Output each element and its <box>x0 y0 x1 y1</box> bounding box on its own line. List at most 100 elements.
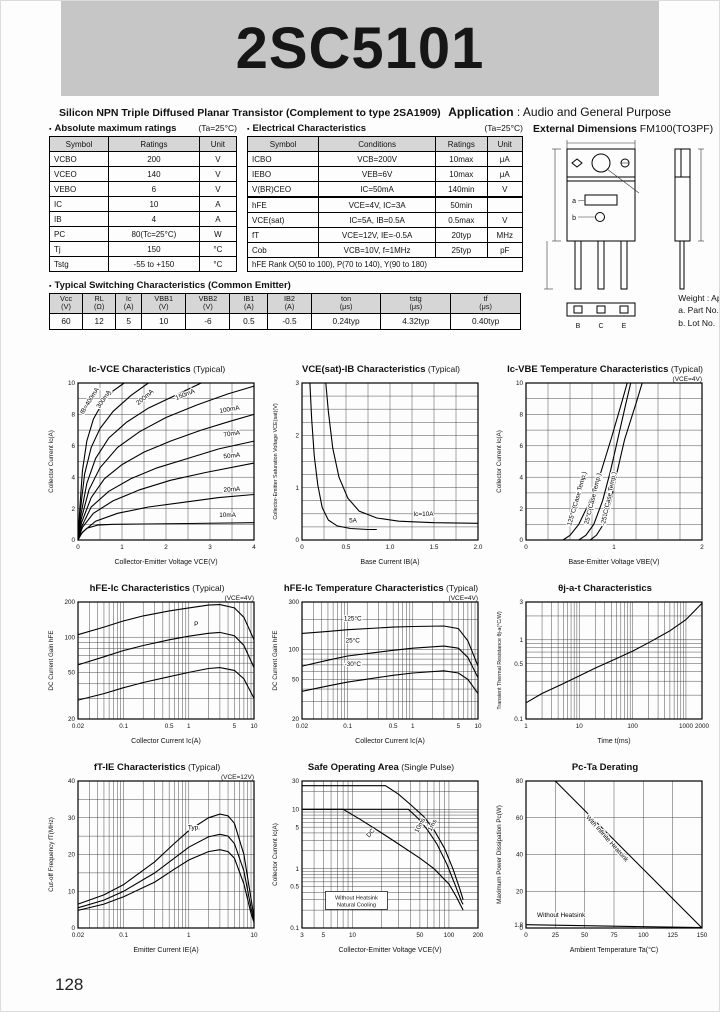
chart-hfe-ic: hFE-Ic Characteristics (Typical) 0.02 0.1… <box>45 578 269 749</box>
svg-text:10: 10 <box>349 932 357 939</box>
svg-text:2000: 2000 <box>695 723 710 730</box>
dimensions-package: FM100(TO3PF) <box>639 123 714 135</box>
table-cell: -0.5 <box>267 312 312 330</box>
svg-text:Ambient Temperature Ta(°C): Ambient Temperature Ta(°C) <box>570 946 659 954</box>
table-cell: PC <box>48 226 110 242</box>
svg-text:50: 50 <box>416 932 424 939</box>
svg-text:75: 75 <box>610 932 618 939</box>
svg-text:30: 30 <box>292 778 300 785</box>
chart-pc-ta: Pc-Ta Derating 0 25 50 75 100 125 150 0 1.8 20 40 6… <box>493 757 717 958</box>
electrical-title: Electrical Characteristics <box>252 123 367 134</box>
table-cell: Tj <box>48 241 110 257</box>
subtitle-row: Silicon NPN Triple Diffused Planar Trans… <box>59 105 671 119</box>
svg-text:2: 2 <box>519 506 523 513</box>
svg-text:0.1: 0.1 <box>290 925 299 932</box>
svg-text:Transient Thermal Resistance θ: Transient Thermal Resistance θj-a(°C/W) <box>497 611 503 710</box>
table-cell: 5 <box>115 312 143 330</box>
svg-text:Collector Current Ic(A): Collector Current Ic(A) <box>48 430 55 493</box>
svg-text:0.5: 0.5 <box>389 723 398 730</box>
label-a: a <box>572 198 576 205</box>
table-cell: Cob <box>246 242 320 258</box>
table-cell: -55 to +150 <box>108 256 200 272</box>
svg-text:25°C: 25°C <box>346 636 361 644</box>
svg-text:Natural Cooling: Natural Cooling <box>337 902 376 908</box>
svg-text:200: 200 <box>473 932 484 939</box>
svg-text:10: 10 <box>250 723 258 730</box>
table-cell: hFE <box>246 196 320 213</box>
page-number: 128 <box>55 975 84 994</box>
table-cell: 10max <box>435 151 488 167</box>
svg-text:10: 10 <box>474 723 482 730</box>
svg-text:With Infinite Heatsink: With Infinite Heatsink <box>584 814 630 864</box>
svg-text:2: 2 <box>700 544 704 551</box>
table-cell: 0.5 <box>229 312 269 330</box>
svg-text:5: 5 <box>233 723 237 730</box>
table-row: VEBO 6 V <box>48 181 238 197</box>
chart-soa: Safe Operating Area (Single Pulse) 3 5 10 5… <box>269 757 493 958</box>
svg-text:1.0: 1.0 <box>386 544 395 551</box>
table-cell: 0.24typ <box>310 312 382 330</box>
svg-text:125: 125 <box>667 932 678 939</box>
svg-text:100: 100 <box>288 647 299 654</box>
abs-max-table: Symbol Ratings Unit VCBO 200 V VCEO 140 V VEBO 6 V… <box>48 136 238 272</box>
svg-text:Collector Current Ic(A): Collector Current Ic(A) <box>496 430 503 493</box>
table-cell: 25typ <box>435 242 488 258</box>
svg-text:3: 3 <box>519 599 523 606</box>
table-cell: fT <box>246 227 320 243</box>
svg-text:50mA: 50mA <box>223 452 241 461</box>
table-cell: 20typ <box>435 227 488 243</box>
side-lead <box>679 240 685 290</box>
table-row: PC 80(Tc=25°C) W <box>48 226 238 242</box>
table-row: VCEO 140 V <box>48 166 238 182</box>
pin-label-collector: C <box>598 323 603 330</box>
svg-text:10: 10 <box>292 807 300 814</box>
table-row: hFE VCE=4V, IC=3A 50min <box>246 196 524 213</box>
table-row: IC 10 A <box>48 196 238 212</box>
chart-svg-hfe-ic-temp: 0.02 0.1 0.5 1 5 10 20 50 100 300 Collector Curren… <box>272 595 482 745</box>
svg-text:150mA: 150mA <box>175 388 197 402</box>
svg-text:Typ.: Typ. <box>188 825 200 832</box>
svg-text:Emitter Current IE(A): Emitter Current IE(A) <box>133 947 198 954</box>
column-header: IB1 (A) <box>229 293 269 314</box>
svg-text:1: 1 <box>295 485 299 492</box>
svg-text:50: 50 <box>68 670 76 677</box>
svg-text:150: 150 <box>697 932 708 939</box>
svg-text:Collector Current Ic(A): Collector Current Ic(A) <box>355 738 425 745</box>
column-header: Ratings <box>435 136 488 152</box>
svg-text:20: 20 <box>516 888 524 895</box>
polarity-diamond-icon <box>571 158 583 168</box>
column-header: Symbol <box>246 136 320 152</box>
svg-text:(VCE=4V): (VCE=4V) <box>449 595 478 602</box>
svg-text:1: 1 <box>612 544 616 551</box>
chart-ic-vbe: Ic-VBE Temperature Characteristics (Typi… <box>493 359 717 570</box>
svg-text:1: 1 <box>411 723 415 730</box>
svg-text:1: 1 <box>187 932 191 939</box>
lead-collector <box>597 240 605 290</box>
chart-theta-t: θj-a-t Characteristics 1 10 100 1000 2000 0.1… <box>493 578 717 749</box>
column-header: RL (Ω) <box>82 293 117 314</box>
table-cell: V <box>486 181 524 198</box>
column-header: Symbol <box>48 136 110 152</box>
weight-note: Weight : Approx 6.5g <box>678 293 719 304</box>
hfe-rank-note: hFE Rank O(50 to 100), P(70 to 140), Y(9… <box>247 258 523 272</box>
svg-text:100: 100 <box>627 723 638 730</box>
svg-text:0.1: 0.1 <box>119 932 128 939</box>
table-cell: VCB=10V, f=1MHz <box>318 242 437 258</box>
table-cell: VCB=200V <box>318 151 437 167</box>
lot-no-note: b. Lot No. <box>678 317 716 328</box>
svg-text:3: 3 <box>208 544 212 551</box>
svg-text:Collector-Emitter Saturation V: Collector-Emitter Saturation Voltage VCE… <box>273 403 279 519</box>
switching-header-row: Vcc (V) RL (Ω) Ic (A) VBB1 (V) VBB2 (V) IB1 (A) IB2(… <box>48 293 521 314</box>
table-cell: VCEO <box>48 166 110 182</box>
svg-text:70mA: 70mA <box>223 429 241 438</box>
svg-text:10: 10 <box>516 380 524 387</box>
table-cell: VCE=12V, IE=-0.5A <box>318 227 437 243</box>
svg-text:125°C: 125°C <box>344 614 362 622</box>
svg-text:Base Current IB(A): Base Current IB(A) <box>360 559 419 566</box>
column-header: Conditions <box>318 136 437 152</box>
svg-text:3: 3 <box>295 380 299 387</box>
table-cell: 140min <box>435 181 488 198</box>
svg-text:0: 0 <box>519 925 523 932</box>
